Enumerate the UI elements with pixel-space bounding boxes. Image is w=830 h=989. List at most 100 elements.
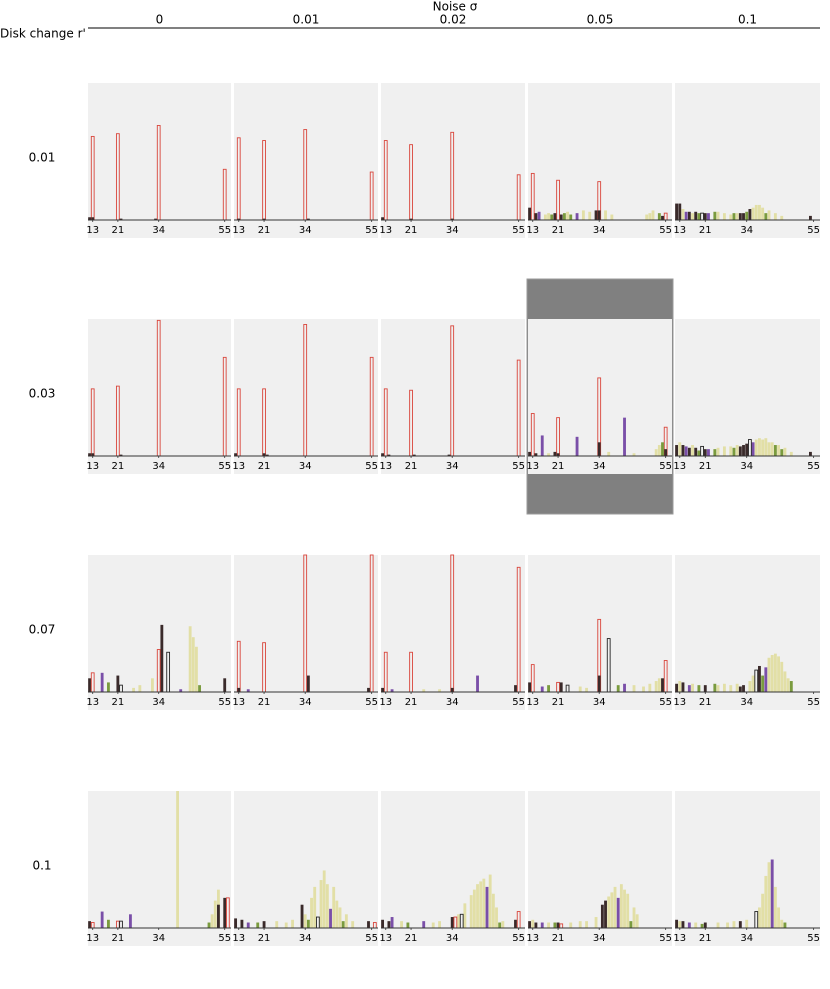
bar [422,921,426,928]
x-tick-label: 21 [405,461,418,472]
bar [341,921,345,928]
bar [367,921,370,928]
bar [498,922,502,928]
x-tick-label: 55 [365,697,378,708]
bar [754,439,758,456]
x-tick-label: 34 [446,933,459,944]
bar [770,442,774,456]
bar [176,791,179,928]
bar [678,921,682,928]
bar [450,218,454,220]
x-tick-label: 13 [526,225,539,236]
panel-background [234,555,378,710]
bar [610,892,614,928]
bar [119,218,123,220]
x-tick-label: 13 [232,933,245,944]
bar [540,435,544,456]
x-tick-label: 55 [218,461,231,472]
panel-background [381,319,525,474]
bar [777,656,781,692]
x-tick-label: 55 [807,697,820,708]
bar [488,874,492,928]
bar [654,681,658,692]
bar [559,214,563,220]
bar [540,686,544,692]
bar [100,911,104,928]
bar [491,893,495,928]
x-tick-label: 55 [659,225,672,236]
bar [188,626,192,692]
bar [534,453,538,456]
x-tick-label: 21 [111,933,124,944]
bar [681,921,685,928]
bar [780,449,784,456]
bar [575,436,579,456]
row-label: 0.03 [29,387,56,401]
bar [777,907,781,928]
bar [559,682,563,692]
x-tick-label: 34 [593,461,606,472]
bar [657,678,661,692]
bar [588,211,592,220]
bar [547,453,550,456]
bar [91,453,95,456]
bar [179,689,183,692]
bar [438,689,441,692]
bar [450,687,454,692]
bar [764,875,768,928]
bar [767,210,771,220]
bar [207,922,211,928]
bar [626,893,630,928]
bar [738,446,742,456]
bar [697,213,701,220]
bar [770,655,774,692]
x-tick-label: 13 [526,461,539,472]
bar [694,211,698,220]
bar [313,886,317,928]
bar [675,683,679,692]
bar [678,442,682,456]
x-tick-label: 55 [512,933,525,944]
bar [594,917,598,928]
bar [754,204,758,220]
bar [310,897,313,928]
bar [129,914,132,928]
bar [703,449,707,456]
bar [684,211,688,220]
bar [265,454,269,456]
bar [237,218,241,220]
bar [742,213,745,220]
x-tick-label: 55 [807,225,820,236]
bar [713,211,717,220]
bar [786,678,790,692]
x-tick-label: 13 [673,461,686,472]
x-tick-label: 21 [111,697,124,708]
bar [476,884,479,928]
bar [780,919,784,928]
bar [735,445,739,456]
x-tick-label: 34 [740,697,753,708]
bar [651,210,655,220]
bar [234,918,238,928]
bar [675,445,679,456]
x-tick-label: 34 [299,933,312,944]
bar [657,445,661,456]
x-tick-label: 21 [699,461,712,472]
bar [629,921,633,928]
bar [528,682,532,692]
x-tick-label: 34 [593,225,606,236]
bar [687,922,691,928]
bar [716,447,720,456]
bar [691,213,694,220]
x-tick-label: 34 [446,697,459,708]
x-tick-label: 21 [258,225,271,236]
panel-background [234,319,378,474]
bar [306,218,310,220]
x-tick-label: 21 [111,461,124,472]
bar [543,214,547,220]
bar [406,922,410,928]
panel-background [88,791,231,946]
x-tick-label: 21 [405,933,418,944]
bar [578,686,582,692]
bar [262,921,266,928]
